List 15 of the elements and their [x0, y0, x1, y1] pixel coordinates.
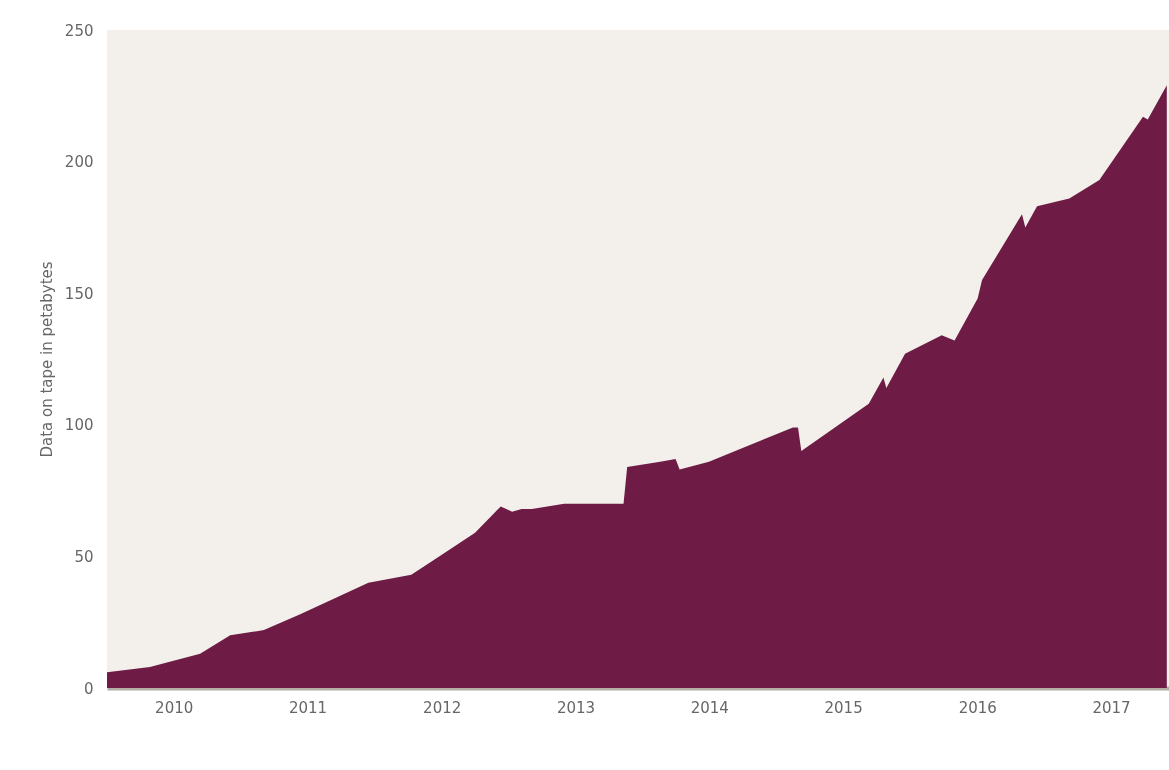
y-tick-label: 150: [64, 284, 94, 303]
x-tick-label: 2011: [288, 698, 328, 717]
y-tick-label: 0: [83, 679, 94, 698]
y-tick-label: 250: [64, 21, 94, 40]
y-tick-label: 200: [64, 153, 94, 172]
x-tick-label: 2016: [958, 698, 997, 717]
x-tick-label: 2012: [423, 698, 462, 717]
x-tick-label: 2010: [155, 698, 194, 717]
x-tick-label: 2014: [690, 698, 729, 717]
y-axis-title: Data on tape in petabytes: [37, 261, 56, 458]
x-tick-label: 2017: [1092, 698, 1131, 717]
x-tick-label: 2015: [824, 698, 863, 717]
y-tick-label: 100: [64, 416, 94, 435]
x-tick-label: 2013: [556, 698, 596, 717]
y-tick-label: 50: [74, 547, 94, 566]
